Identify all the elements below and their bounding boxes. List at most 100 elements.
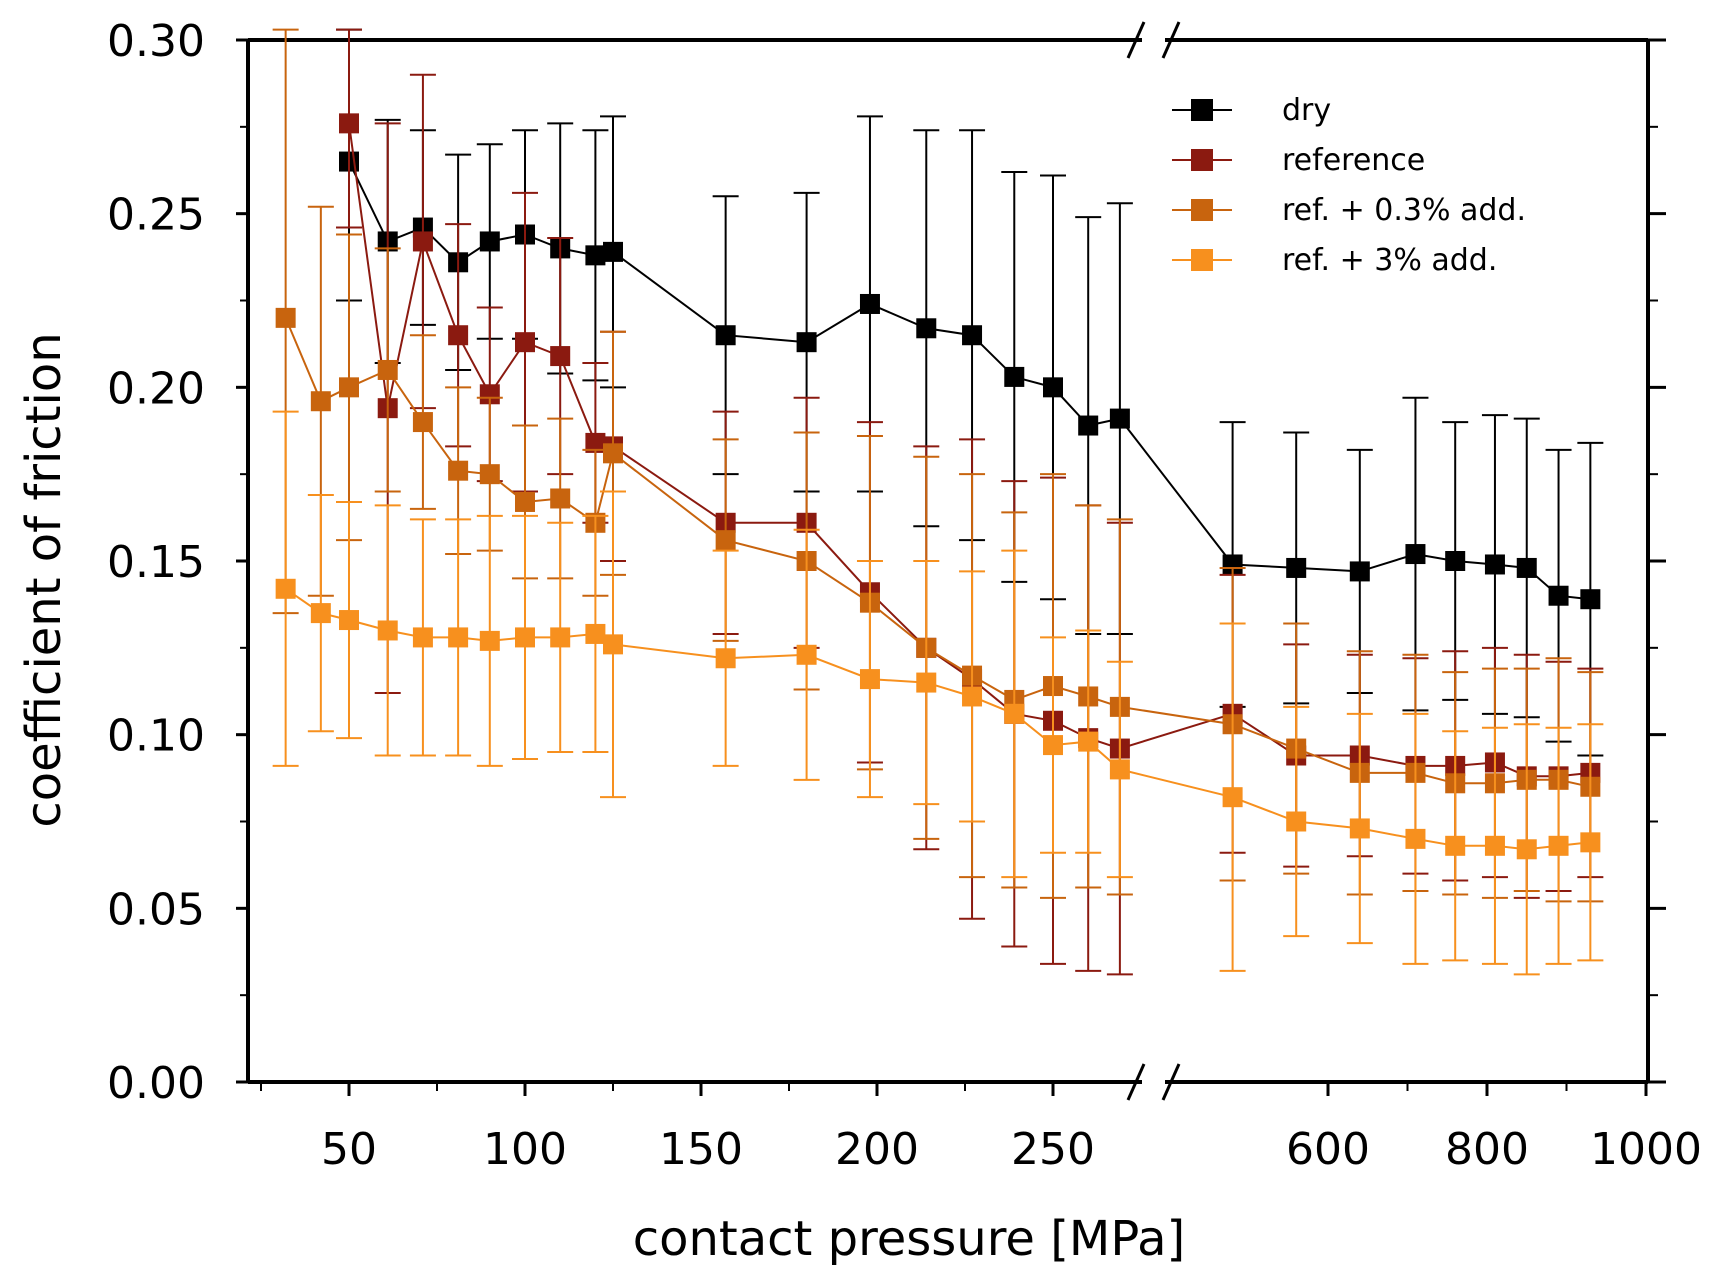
data-point	[1548, 585, 1569, 606]
data-point	[715, 325, 736, 346]
x-axis-title: contact pressure [MPa]	[633, 1211, 1186, 1267]
data-point	[1043, 735, 1063, 756]
data-point	[1078, 415, 1099, 436]
legend-label: ref. + 3% add.	[1282, 243, 1497, 278]
data-point	[1004, 366, 1025, 387]
data-point	[448, 460, 469, 481]
x-tick-label: 200	[835, 1124, 919, 1175]
data-point	[515, 627, 535, 648]
data-point	[339, 610, 359, 631]
data-point	[377, 620, 398, 641]
axis-break-mark-top-2	[1161, 21, 1181, 59]
data-point	[448, 627, 469, 648]
x-tick-label: 800	[1445, 1124, 1529, 1175]
y-tick-label: 0.00	[107, 1058, 205, 1109]
data-point	[1349, 818, 1370, 839]
legend-label: reference	[1282, 143, 1425, 178]
y-tick-label: 0.15	[107, 537, 205, 588]
x-tick-label: 1000	[1590, 1124, 1702, 1175]
data-point	[479, 630, 500, 651]
data-point	[550, 346, 571, 367]
data-point	[412, 627, 433, 648]
axis-break-mark-top-1	[1126, 21, 1146, 59]
data-point	[715, 530, 736, 551]
data-point	[310, 603, 331, 624]
y-tick-label: 0.05	[107, 884, 205, 935]
data-point	[962, 686, 983, 707]
data-point	[796, 332, 817, 353]
y-tick-label: 0.10	[107, 711, 205, 762]
data-point	[515, 491, 535, 512]
series-3	[272, 410, 1604, 976]
data-point	[1286, 557, 1307, 578]
data-point	[1516, 839, 1537, 860]
data-point	[1484, 554, 1505, 575]
data-point	[1516, 557, 1537, 578]
data-point	[715, 648, 736, 669]
data-point	[603, 634, 623, 655]
data-point	[1580, 589, 1601, 610]
data-point	[412, 412, 433, 433]
y-tick-label: 0.20	[107, 363, 205, 414]
data-point	[1109, 759, 1130, 780]
series-line	[285, 587, 1591, 851]
data-point	[603, 443, 623, 464]
data-point	[275, 307, 296, 328]
x-tick-label: 600	[1286, 1124, 1370, 1175]
data-point	[1548, 835, 1569, 856]
data-point	[916, 672, 937, 693]
data-point	[1445, 551, 1466, 571]
data-point	[916, 318, 937, 339]
data-point	[479, 464, 500, 485]
data-point	[962, 325, 983, 346]
legend-marker	[1191, 249, 1213, 271]
data-point	[1043, 377, 1063, 398]
y-tick-label: 0.30	[107, 16, 205, 67]
data-point	[310, 391, 331, 412]
data-point	[1109, 408, 1130, 429]
data-point	[550, 627, 571, 648]
data-point	[603, 241, 623, 262]
data-point	[339, 377, 359, 398]
y-tick-label: 0.25	[107, 190, 205, 241]
data-point	[1286, 811, 1307, 832]
data-point	[1405, 544, 1426, 565]
data-point	[1445, 835, 1466, 856]
data-point	[859, 293, 880, 314]
data-point	[339, 113, 359, 134]
data-point	[448, 325, 469, 346]
data-point	[1222, 787, 1243, 808]
data-point	[412, 231, 433, 252]
data-point	[1405, 828, 1426, 849]
legend-label: dry	[1282, 93, 1331, 128]
data-point	[1580, 832, 1601, 853]
x-tick-label: 50	[321, 1124, 377, 1175]
data-point	[859, 669, 880, 690]
data-point	[1004, 703, 1025, 724]
data-point	[1349, 561, 1370, 582]
axis-break-mark-bottom-2	[1161, 1063, 1181, 1101]
legend: dry reference ref. + 0.3% add. ref. + 3% ad…	[1172, 93, 1526, 278]
data-point	[275, 578, 296, 599]
axis-layer: 0.00 0.05 0.10 0.15 0.20 0.25 0.30 50 100 150 200 2…	[107, 16, 1702, 1175]
legend-label: ref. + 0.3% add.	[1282, 193, 1526, 228]
legend-marker	[1191, 99, 1213, 121]
x-tick-label: 100	[483, 1124, 567, 1175]
legend-marker	[1191, 199, 1213, 221]
data-point	[479, 384, 500, 405]
data-point	[1484, 835, 1505, 856]
data-point	[1078, 731, 1099, 752]
data-point	[479, 231, 500, 252]
axis-break-mark-bottom-1	[1126, 1063, 1146, 1101]
data-point	[585, 432, 606, 453]
legend-marker	[1191, 149, 1213, 171]
data-point	[585, 623, 606, 644]
y-axis-title: coefficient of friction	[16, 332, 72, 827]
data-point	[377, 359, 398, 380]
data-point	[1222, 554, 1243, 575]
x-tick-label: 150	[659, 1124, 743, 1175]
data-point	[585, 245, 606, 266]
data-point	[550, 488, 571, 509]
x-tick-label: 250	[1011, 1124, 1095, 1175]
